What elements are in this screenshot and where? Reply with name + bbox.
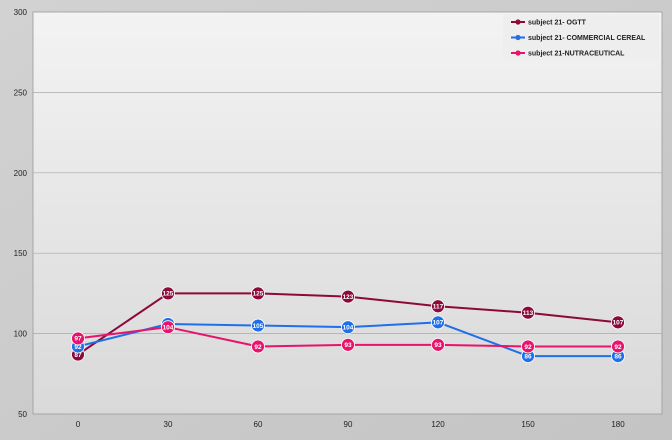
x-tick-label: 90 (344, 420, 353, 429)
y-tick-label: 300 (14, 8, 28, 17)
plot-area (32, 11, 663, 415)
x-tick-label: 30 (164, 420, 173, 429)
legend-marker-swatch (515, 34, 521, 41)
data-label: 105 (253, 323, 264, 330)
data-label: 107 (433, 320, 444, 327)
data-label: 92 (74, 344, 82, 351)
data-point-marker (521, 305, 535, 320)
legend: subject 21- OGTT subject 21- COMMERCIAL C… (503, 14, 659, 60)
data-label: 123 (343, 294, 354, 301)
data-point-marker (431, 315, 445, 330)
x-tick-label: 120 (431, 420, 445, 429)
data-point-marker (611, 339, 625, 354)
data-point-marker (251, 286, 265, 301)
data-label: 125 (163, 291, 174, 298)
legend-marker-swatch (515, 19, 521, 25)
x-tick-label: 150 (521, 420, 535, 429)
data-point-marker (161, 320, 175, 335)
x-tick-label: 180 (611, 420, 625, 429)
y-tick-label: 100 (14, 330, 28, 339)
legend-marker-swatch (515, 50, 521, 56)
y-tick-label: 250 (14, 88, 28, 97)
series-layer: 8712512512311711310792106105104107868697… (71, 286, 625, 364)
data-label: 117 (433, 304, 444, 311)
y-tick-label: 150 (14, 249, 28, 258)
data-point-marker (251, 339, 265, 354)
data-label: 104 (163, 324, 174, 331)
y-tick-label: 50 (18, 410, 27, 419)
data-label: 125 (253, 291, 264, 298)
data-label: 87 (74, 352, 82, 359)
data-label: 97 (74, 336, 82, 343)
data-label: 86 (524, 353, 532, 360)
data-label: 93 (434, 342, 442, 349)
legend-entry-label: subject 21-NUTRACEUTICAL (528, 51, 625, 58)
legend-entry-label: subject 21- COMMERCIAL CEREAL (528, 35, 646, 42)
data-label: 107 (613, 320, 624, 327)
axes: 50 100 150 200 250 300 0 30 60 90 120 150 180 (14, 8, 626, 429)
data-point-marker (611, 315, 625, 330)
x-tick-label: 60 (254, 420, 263, 429)
data-label: 93 (344, 342, 352, 349)
data-point-marker (431, 299, 445, 314)
data-point-marker (341, 320, 355, 335)
data-point-marker (431, 337, 445, 352)
y-tick-label: 200 (14, 169, 28, 178)
data-label: 92 (524, 344, 532, 351)
data-label: 92 (614, 344, 622, 351)
data-point-marker (71, 331, 85, 346)
data-point-marker (341, 289, 355, 304)
data-point-marker (251, 318, 265, 333)
data-point-marker (521, 339, 535, 354)
x-tick-label: 0 (76, 420, 81, 429)
legend-box (503, 14, 659, 60)
data-label: 104 (343, 324, 354, 331)
data-point-marker (161, 286, 175, 301)
data-point-marker (341, 337, 355, 352)
gridlines (33, 92, 662, 334)
data-label: 113 (523, 310, 534, 317)
data-label: 92 (254, 344, 262, 351)
legend-entry-label: subject 21- OGTT (528, 20, 587, 27)
data-label: 86 (614, 353, 622, 360)
